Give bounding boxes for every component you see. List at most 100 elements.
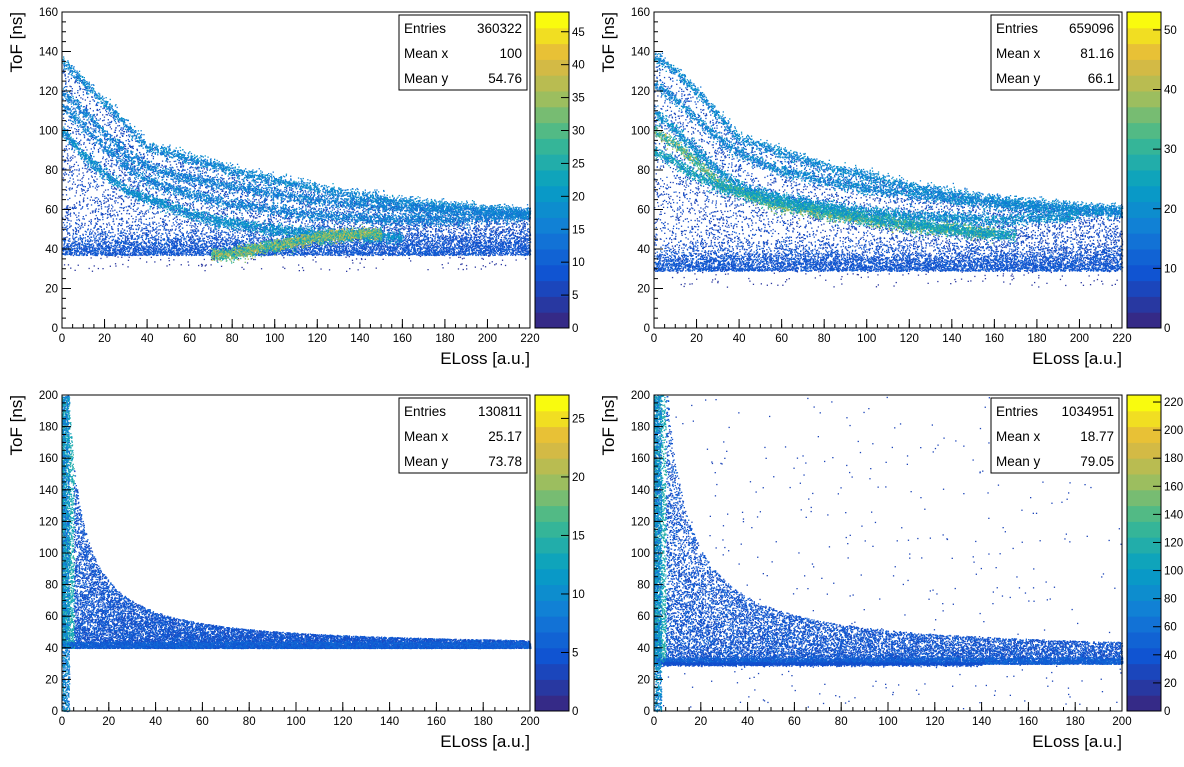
heatmap-cell xyxy=(143,158,144,159)
heatmap-cell xyxy=(117,214,118,215)
heatmap-cell xyxy=(75,184,76,185)
heatmap-cell xyxy=(85,164,86,165)
heatmap-cell xyxy=(88,139,89,140)
heatmap-cell xyxy=(69,180,70,181)
heatmap-cell xyxy=(81,178,82,179)
heatmap-cell xyxy=(265,206,266,207)
heatmap-cell xyxy=(188,237,189,238)
heatmap-cell xyxy=(213,206,214,207)
heatmap-cell xyxy=(69,188,70,189)
heatmap-cell xyxy=(344,225,345,226)
heatmap-cell xyxy=(368,250,369,251)
heatmap-cell xyxy=(169,196,170,197)
heatmap-cell xyxy=(96,118,97,119)
heatmap-cell xyxy=(82,208,83,209)
heatmap-cell xyxy=(121,207,122,208)
heatmap-cell xyxy=(69,167,70,168)
heatmap-cell xyxy=(481,239,482,240)
heatmap-cell xyxy=(111,208,112,209)
heatmap-cell xyxy=(217,191,218,192)
heatmap-cell xyxy=(315,245,316,246)
heatmap-cell xyxy=(150,230,151,231)
heatmap-cell xyxy=(177,219,178,220)
heatmap-cell xyxy=(248,219,249,220)
heatmap-cell xyxy=(103,200,104,201)
heatmap-cell xyxy=(233,215,234,216)
heatmap-cell xyxy=(165,223,166,224)
heatmap-cell xyxy=(192,205,193,206)
heatmap-cell xyxy=(152,230,153,231)
heatmap-cell xyxy=(192,167,193,168)
heatmap-cell xyxy=(146,189,147,190)
heatmap-cell xyxy=(223,211,224,212)
heatmap-cell xyxy=(112,199,113,200)
heatmap-cell xyxy=(223,201,224,202)
heatmap-cell xyxy=(229,178,230,179)
heatmap-cell xyxy=(67,222,68,223)
heatmap-cell xyxy=(99,226,100,227)
heatmap-cell xyxy=(67,158,68,159)
heatmap-cell xyxy=(79,220,80,221)
heatmap-cell xyxy=(229,229,230,230)
heatmap-cell xyxy=(300,191,301,192)
heatmap-cell xyxy=(131,203,132,204)
heatmap-cell xyxy=(102,179,103,180)
heatmap-cell xyxy=(353,222,354,223)
heatmap-cell xyxy=(337,212,338,213)
heatmap-cell xyxy=(115,200,116,201)
heatmap-cell xyxy=(138,220,139,221)
heatmap-cell xyxy=(122,172,123,173)
heatmap-cell xyxy=(221,209,222,210)
heatmap-cell xyxy=(95,172,96,173)
heatmap-cell xyxy=(99,109,100,110)
heatmap-cell xyxy=(362,222,363,223)
heatmap-cell xyxy=(184,205,185,206)
heatmap-cell xyxy=(276,218,277,219)
heatmap-cell xyxy=(90,127,91,128)
heatmap-cell xyxy=(191,225,192,226)
heatmap-cell xyxy=(521,229,522,230)
heatmap-cell xyxy=(79,83,80,84)
heatmap-cell xyxy=(516,230,517,231)
heatmap-cell xyxy=(224,193,225,194)
heatmap-cell xyxy=(346,207,347,208)
heatmap-cell xyxy=(326,210,327,211)
heatmap-cell xyxy=(462,227,463,228)
heatmap-cell xyxy=(232,175,233,176)
heatmap-cell xyxy=(93,139,94,140)
heatmap-cell xyxy=(129,178,130,179)
heatmap-cell xyxy=(68,81,69,82)
heatmap-cell xyxy=(363,223,364,224)
heatmap-cell xyxy=(186,225,187,226)
heatmap-cell xyxy=(302,206,303,207)
heatmap-cell xyxy=(134,182,135,183)
heatmap-cell xyxy=(110,210,111,211)
heatmap-cell xyxy=(143,185,144,186)
heatmap-cell xyxy=(105,206,106,207)
heatmap-cell xyxy=(285,226,286,227)
heatmap-cell xyxy=(218,232,219,233)
heatmap-cell xyxy=(271,220,272,221)
heatmap-cell xyxy=(209,209,210,210)
heatmap-cell xyxy=(97,187,98,188)
heatmap-cell xyxy=(510,244,511,245)
heatmap-cell xyxy=(443,215,444,216)
heatmap-cell xyxy=(81,144,82,145)
heatmap-cell xyxy=(190,222,191,223)
heatmap-cell xyxy=(83,144,84,145)
heatmap-cell xyxy=(85,186,86,187)
heatmap-cell xyxy=(189,185,190,186)
heatmap-cell xyxy=(163,219,164,220)
heatmap-cell xyxy=(119,137,120,138)
heatmap-cell xyxy=(100,161,101,162)
heatmap-cell xyxy=(92,177,93,178)
heatmap-cell xyxy=(351,208,352,209)
heatmap-cell xyxy=(163,166,164,167)
heatmap-cell xyxy=(371,207,372,208)
heatmap-cell xyxy=(64,175,65,176)
heatmap-cell xyxy=(220,193,221,194)
heatmap-cell xyxy=(325,190,326,191)
heatmap-cell xyxy=(135,200,136,201)
heatmap-cell xyxy=(416,237,417,238)
